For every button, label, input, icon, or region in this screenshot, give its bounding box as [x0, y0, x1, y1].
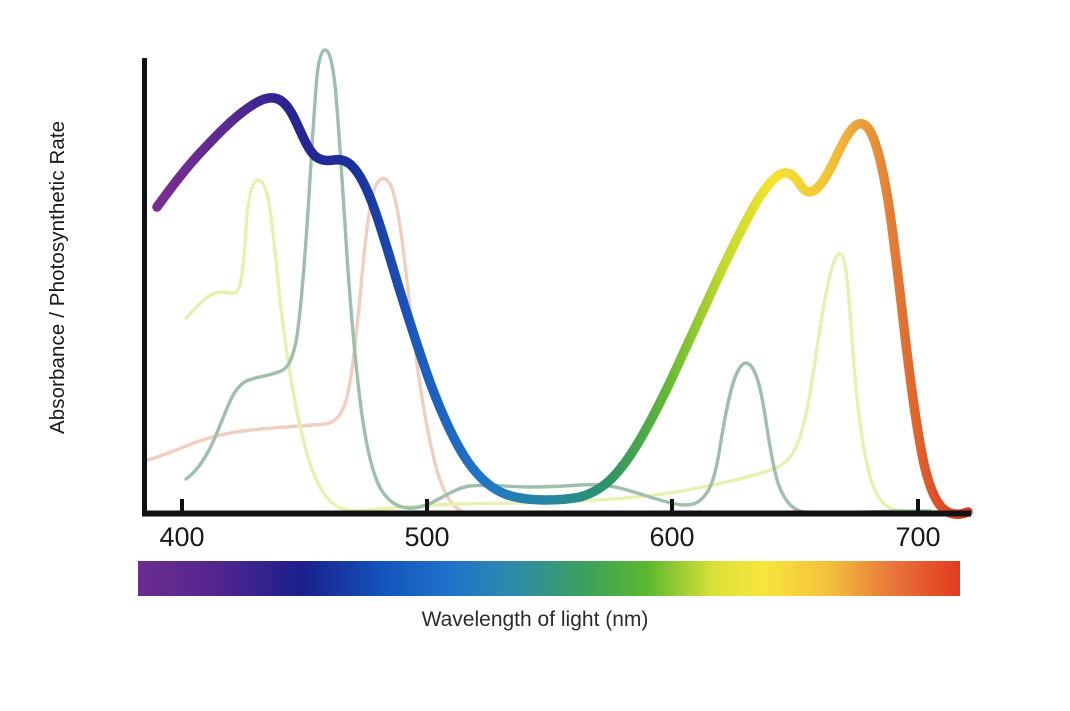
x-tick-label-500: 500	[404, 522, 450, 552]
action-spectrum-curve	[152, 93, 973, 520]
x-axis-title: Wavelength of light (nm)	[421, 608, 649, 631]
axes-lines	[142, 58, 971, 517]
chlorophyll-a-curve	[184, 48, 932, 516]
visible-spectrum-bar	[138, 561, 960, 596]
x-tick-label-700: 700	[895, 522, 941, 552]
pigment-absorbance-curves	[146, 48, 968, 516]
y-axis-title: Absorbance / Photosynthetic Rate	[46, 120, 69, 434]
accessory-pigment-curve	[146, 176, 462, 512]
x-tick-label-400: 400	[159, 522, 205, 552]
chlorophyll-b-curve	[184, 178, 968, 513]
x-tick-label-600: 600	[649, 522, 695, 552]
